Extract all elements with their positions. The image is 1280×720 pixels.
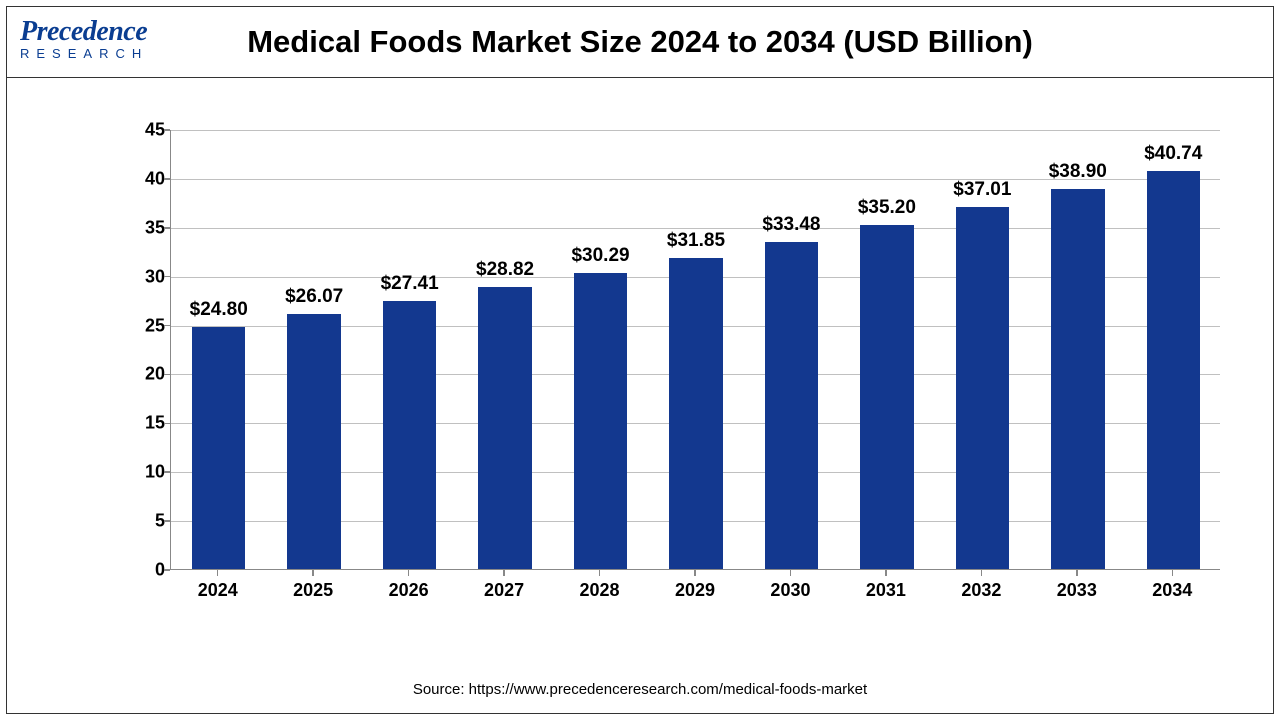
bar: $37.01 [956, 207, 1009, 569]
source-citation: Source: https://www.precedenceresearch.c… [0, 681, 1280, 698]
x-tick-label: 2027 [484, 580, 524, 601]
x-tick-mark [408, 570, 410, 576]
x-tick-mark [599, 570, 601, 576]
bar: $27.41 [383, 301, 436, 569]
bar-value-label: $37.01 [953, 179, 1011, 201]
bar: $35.20 [860, 225, 913, 569]
x-tick-label: 2026 [389, 580, 429, 601]
x-tick-label: 2031 [866, 580, 906, 601]
y-tick-label: 0 [125, 560, 165, 581]
bar-value-label: $40.74 [1144, 143, 1202, 165]
bar: $24.80 [192, 327, 245, 569]
y-tick-label: 30 [125, 266, 165, 287]
bar: $30.29 [574, 273, 627, 569]
bar-value-label: $24.80 [190, 299, 248, 321]
y-tick-label: 45 [125, 120, 165, 141]
chart-area: 051015202530354045 $24.80$26.07$27.41$28… [130, 130, 1220, 620]
brand-logo: Precedence RESEARCH [20, 16, 230, 61]
x-tick-mark [503, 570, 505, 576]
x-tick-label: 2034 [1152, 580, 1192, 601]
bar-value-label: $28.82 [476, 259, 534, 281]
bar: $33.48 [765, 242, 818, 569]
bar: $40.74 [1147, 171, 1200, 569]
x-tick-mark [217, 570, 219, 576]
y-tick-label: 35 [125, 217, 165, 238]
x-tick-label: 2025 [293, 580, 333, 601]
bar: $28.82 [478, 287, 531, 569]
bar-value-label: $38.90 [1049, 161, 1107, 183]
y-tick-label: 20 [125, 364, 165, 385]
bar-value-label: $26.07 [285, 286, 343, 308]
bar: $31.85 [669, 258, 722, 569]
y-tick-label: 25 [125, 315, 165, 336]
logo-sub-text: RESEARCH [20, 46, 230, 61]
x-tick-label: 2033 [1057, 580, 1097, 601]
x-tick-label: 2029 [675, 580, 715, 601]
x-tick-mark [1172, 570, 1174, 576]
bar-value-label: $31.85 [667, 230, 725, 252]
x-tick-label: 2030 [770, 580, 810, 601]
x-tick-label: 2028 [580, 580, 620, 601]
bar: $26.07 [287, 314, 340, 569]
header: Precedence RESEARCH Medical Foods Market… [6, 6, 1274, 78]
y-tick-label: 15 [125, 413, 165, 434]
x-tick-label: 2024 [198, 580, 238, 601]
bar-value-label: $33.48 [762, 214, 820, 236]
x-tick-mark [790, 570, 792, 576]
y-tick-label: 10 [125, 462, 165, 483]
x-tick-label: 2032 [961, 580, 1001, 601]
bar-value-label: $30.29 [571, 245, 629, 267]
bar: $38.90 [1051, 189, 1104, 569]
x-tick-mark [981, 570, 983, 576]
y-tick-label: 40 [125, 168, 165, 189]
x-tick-mark [885, 570, 887, 576]
bar-value-label: $35.20 [858, 197, 916, 219]
x-tick-mark [312, 570, 314, 576]
logo-main-text: Precedence [20, 16, 230, 48]
grid-line [171, 130, 1220, 131]
bar-value-label: $27.41 [381, 273, 439, 295]
x-tick-mark [1076, 570, 1078, 576]
plot-area: $24.80 $26.07 $27.41 $28.82 $30.29 $31.85 $33.… [170, 130, 1220, 570]
y-tick-label: 5 [125, 511, 165, 532]
x-tick-mark [694, 570, 696, 576]
